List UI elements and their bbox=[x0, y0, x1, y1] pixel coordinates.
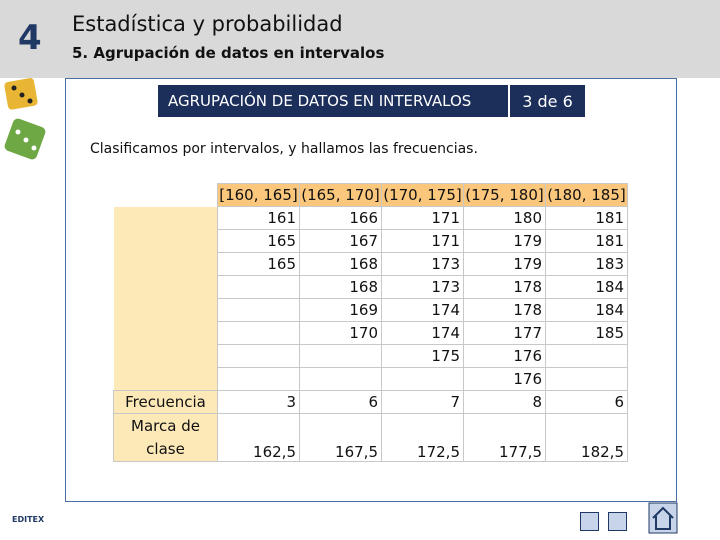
home-button[interactable] bbox=[648, 502, 678, 534]
data-row: 165 167 171 179 181 bbox=[113, 229, 628, 253]
banner: AGRUPACIÓN DE DATOS EN INTERVALOS 3 de 6 bbox=[158, 85, 585, 117]
cell: 181 bbox=[545, 229, 628, 253]
cell: 161 bbox=[217, 206, 300, 230]
cell: 162,5 bbox=[217, 413, 300, 462]
data-row: 168 173 178 184 bbox=[113, 275, 628, 299]
cell bbox=[299, 367, 382, 391]
data-row: 175 176 bbox=[113, 344, 628, 368]
cell: 177 bbox=[463, 321, 546, 345]
column-header: (165, 170] bbox=[299, 183, 382, 207]
cell: 183 bbox=[545, 252, 628, 276]
data-row: 161 166 171 180 181 bbox=[113, 206, 628, 230]
cell: 8 bbox=[463, 390, 546, 414]
cell: 173 bbox=[381, 275, 464, 299]
class-mark-row: Marca de clase 162,5 167,5 172,5 177,5 182,5 bbox=[113, 413, 628, 462]
page-indicator: 3 de 6 bbox=[522, 91, 573, 111]
next-button[interactable] bbox=[608, 512, 627, 531]
cell: 174 bbox=[381, 321, 464, 345]
row-label bbox=[113, 321, 218, 345]
cell: 168 bbox=[299, 252, 382, 276]
subtitle: 5. Agrupación de datos en intervalos bbox=[72, 44, 385, 62]
header-row: [160, 165] (165, 170] (170, 175] (175, 180]… bbox=[113, 183, 628, 207]
cell: 3 bbox=[217, 390, 300, 414]
cell: 175 bbox=[381, 344, 464, 368]
cell: 7 bbox=[381, 390, 464, 414]
data-row: 165 168 173 179 183 bbox=[113, 252, 628, 276]
cell: 179 bbox=[463, 252, 546, 276]
column-header: (170, 175] bbox=[381, 183, 464, 207]
row-label bbox=[113, 206, 218, 230]
cell: 176 bbox=[463, 344, 546, 368]
cell: 168 bbox=[299, 275, 382, 299]
cell: 171 bbox=[381, 229, 464, 253]
cell bbox=[217, 321, 300, 345]
cell: 177,5 bbox=[463, 413, 546, 462]
banner-title: AGRUPACIÓN DE DATOS EN INTERVALOS bbox=[158, 85, 510, 117]
frequency-table: [160, 165] (165, 170] (170, 175] (175, 180]… bbox=[113, 183, 628, 462]
cell: 174 bbox=[381, 298, 464, 322]
data-row: 176 bbox=[113, 367, 628, 391]
cell: 165 bbox=[217, 229, 300, 253]
cell: 180 bbox=[463, 206, 546, 230]
cell: 170 bbox=[299, 321, 382, 345]
cell bbox=[217, 344, 300, 368]
row-label bbox=[113, 229, 218, 253]
row-label: Marca de clase bbox=[113, 413, 218, 462]
cell: 176 bbox=[463, 367, 546, 391]
cell: 185 bbox=[545, 321, 628, 345]
chapter-number: 4 bbox=[18, 18, 42, 58]
cell: 181 bbox=[545, 206, 628, 230]
column-header: [160, 165] bbox=[217, 183, 300, 207]
cell bbox=[545, 344, 628, 368]
row-label bbox=[113, 344, 218, 368]
row-label bbox=[113, 367, 218, 391]
content-frame bbox=[65, 78, 677, 502]
cell: 178 bbox=[463, 275, 546, 299]
corner-cell bbox=[113, 183, 218, 207]
cell: 182,5 bbox=[545, 413, 628, 462]
cell bbox=[299, 344, 382, 368]
cell: 179 bbox=[463, 229, 546, 253]
column-header: (180, 185] bbox=[545, 183, 628, 207]
cell: 173 bbox=[381, 252, 464, 276]
cell: 172,5 bbox=[381, 413, 464, 462]
row-label bbox=[113, 252, 218, 276]
data-row: 169 174 178 184 bbox=[113, 298, 628, 322]
frequency-row: Frecuencia 3 6 7 8 6 bbox=[113, 390, 628, 414]
cell: 171 bbox=[381, 206, 464, 230]
column-header: (175, 180] bbox=[463, 183, 546, 207]
cell: 178 bbox=[463, 298, 546, 322]
row-label bbox=[113, 275, 218, 299]
cell: 166 bbox=[299, 206, 382, 230]
header-bar bbox=[0, 0, 720, 78]
prev-button[interactable] bbox=[580, 512, 599, 531]
cell: 184 bbox=[545, 275, 628, 299]
intro-text: Clasificamos por intervalos, y hallamos … bbox=[90, 141, 478, 157]
dice bbox=[4, 78, 46, 160]
cell: 167,5 bbox=[299, 413, 382, 462]
logo: EDITEX bbox=[12, 515, 45, 524]
row-label bbox=[113, 298, 218, 322]
cell: 6 bbox=[545, 390, 628, 414]
data-row: 170 174 177 185 bbox=[113, 321, 628, 345]
cell bbox=[217, 367, 300, 391]
cell: 165 bbox=[217, 252, 300, 276]
cell bbox=[217, 298, 300, 322]
row-label: Frecuencia bbox=[113, 390, 218, 414]
cell bbox=[217, 275, 300, 299]
title: Estadística y probabilidad bbox=[72, 12, 343, 36]
cell bbox=[381, 367, 464, 391]
cell: 167 bbox=[299, 229, 382, 253]
cell: 169 bbox=[299, 298, 382, 322]
cell: 184 bbox=[545, 298, 628, 322]
cell: 6 bbox=[299, 390, 382, 414]
cell bbox=[545, 367, 628, 391]
